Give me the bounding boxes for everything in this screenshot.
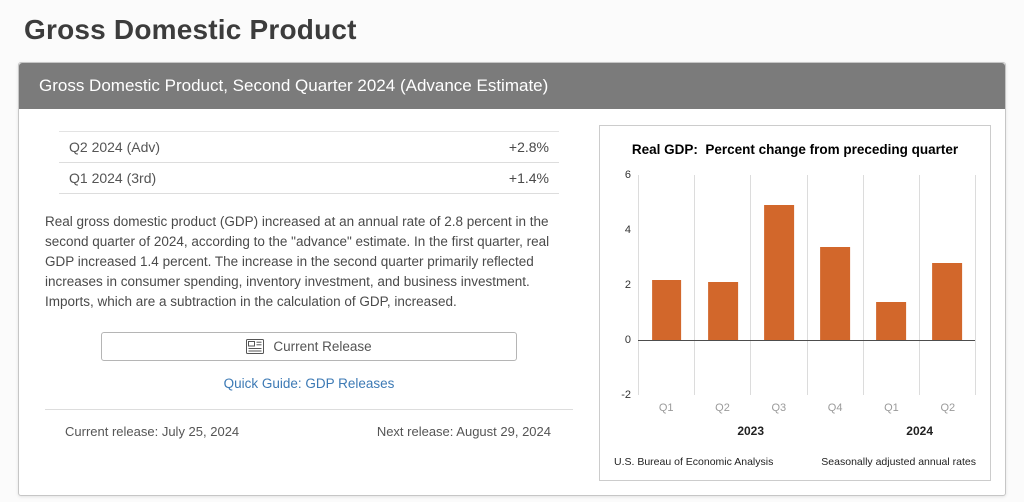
chart-y-tick-label: 6 (624, 169, 631, 181)
chart-plot (638, 175, 976, 395)
divider (45, 409, 573, 410)
gdp-description: Real gross domestic product (GDP) increa… (45, 214, 550, 309)
chart-body: 6 4 2 0 -2 (614, 169, 976, 401)
chart-column (694, 175, 750, 395)
chart-x-tick-label: Q1 (658, 402, 674, 414)
chart-column (918, 175, 975, 395)
chart-bar (820, 246, 850, 340)
stat-value: +2.8% (508, 139, 549, 155)
page-title: Gross Domestic Product (24, 14, 357, 45)
stat-label: Q1 2024 (3rd) (69, 170, 157, 186)
chart-title: Real GDP: Percent change from preceding … (631, 142, 959, 157)
summary-column: Q2 2024 (Adv) +2.8% Q1 2024 (3rd) +1.4% … (45, 125, 573, 481)
chart-y-tick-label: 2 (624, 279, 631, 291)
stat-row-q1-2024: Q1 2024 (3rd) +1.4% (59, 163, 559, 194)
chart-bar (932, 263, 963, 340)
next-release-date: Next release: August 29, 2024 (376, 424, 551, 439)
chart-source-right: Seasonally adjusted annual rates (821, 456, 976, 468)
quick-guide-link[interactable]: Quick Guide: GDP Releases (223, 376, 395, 391)
release-dates: Current release: July 25, 2024 Next rele… (45, 410, 573, 439)
release-document-icon (246, 339, 265, 354)
current-release-button-label: Current Release (273, 339, 372, 354)
chart-source-left: U.S. Bureau of Economic Analysis (614, 456, 774, 468)
chart-y-tick-label: 4 (624, 224, 631, 236)
card-header: Gross Domestic Product, Second Quarter 2… (19, 63, 1005, 109)
gdp-card: Gross Domestic Product, Second Quarter 2… (18, 62, 1006, 496)
chart-year-label: 2023 (737, 424, 765, 438)
chart-x-tick-label: Q2 (940, 402, 956, 414)
stat-value: +1.4% (508, 170, 549, 186)
chart-column (806, 175, 863, 395)
current-release-button[interactable]: Current Release (101, 332, 517, 361)
chart-y-tick-label: 0 (624, 334, 631, 346)
current-release-date: Current release: July 25, 2024 (65, 424, 240, 439)
stat-row-q2-2024: Q2 2024 (Adv) +2.8% (59, 131, 559, 163)
chart-column (750, 175, 806, 395)
chart-bar (876, 301, 907, 340)
chart-zero-axis (638, 340, 975, 341)
chart-column (862, 175, 919, 395)
chart-x-tick-label: Q4 (827, 402, 843, 414)
chart-y-axis: 6 4 2 0 -2 (614, 169, 638, 401)
chart-year-label: 2024 (906, 424, 933, 438)
release-button-wrap: Current Release (45, 332, 573, 361)
chart-x-tick-label: Q3 (771, 402, 787, 414)
stat-label: Q2 2024 (Adv) (69, 139, 161, 155)
stats-table: Q2 2024 (Adv) +2.8% Q1 2024 (3rd) +1.4% (59, 131, 559, 194)
chart-x-tick-label: Q1 (884, 402, 899, 414)
chart-sources: U.S. Bureau of Economic Analysis Seasona… (614, 456, 976, 468)
chart-y-tick-label: -2 (621, 389, 631, 401)
chart-bar (707, 282, 738, 340)
chart-bar (651, 279, 682, 340)
card-body: Q2 2024 (Adv) +2.8% Q1 2024 (3rd) +1.4% … (19, 109, 1005, 495)
chart-bar (764, 205, 794, 340)
chart-year-labels: 2023 2024 (638, 424, 976, 438)
chart-x-labels: Q1 Q2 Q3 Q4 Q1 Q2 (638, 402, 976, 414)
chart-x-tick-label: Q2 (715, 402, 730, 414)
chart-column (638, 175, 694, 395)
real-gdp-chart: Real GDP: Percent change from preceding … (599, 125, 991, 481)
